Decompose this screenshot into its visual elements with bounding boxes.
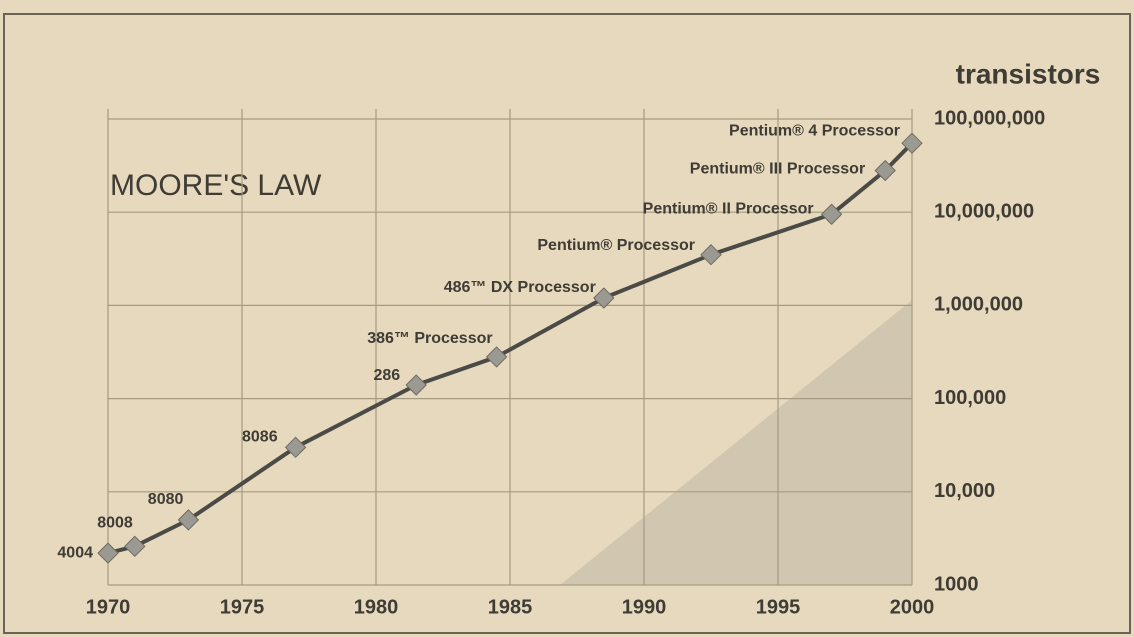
y-tick-label: 10,000 <box>934 480 995 502</box>
point-label: Pentium® III Processor <box>690 161 865 178</box>
x-tick-label: 1985 <box>488 596 533 618</box>
chart: MOORE'S LAW transistors 1000 10,000 100,00… <box>0 0 1134 637</box>
y-tick-label: 10,000,000 <box>934 200 1034 222</box>
page: MOORE'S LAW transistors 1000 10,000 100,00… <box>0 0 1134 637</box>
x-tick-label: 1990 <box>622 596 667 618</box>
point-label: 8080 <box>148 491 184 508</box>
y-tick-label: 100,000 <box>934 387 1006 409</box>
point-label: Pentium® II Processor <box>643 200 814 217</box>
y-tick-label: 100,000,000 <box>934 107 1045 129</box>
point-label: 386™ Processor <box>367 330 492 347</box>
point-label: 4004 <box>57 544 93 561</box>
x-tick-label: 2000 <box>890 596 935 618</box>
x-tick-label: 1975 <box>220 596 265 618</box>
point-label: Pentium® 4 Processor <box>729 122 900 139</box>
point-label: 8008 <box>97 515 133 532</box>
y-axis-label: transistors <box>956 58 1101 89</box>
x-tick-label: 1970 <box>86 596 131 618</box>
chart-title: MOORE'S LAW <box>110 169 322 202</box>
y-tick-label: 1000 <box>934 573 979 595</box>
x-tick-label: 1980 <box>354 596 399 618</box>
point-label: Pentium® Processor <box>537 237 695 254</box>
y-tick-label: 1,000,000 <box>934 294 1023 316</box>
point-label: 8086 <box>242 429 278 446</box>
point-label: 486™ DX Processor <box>444 279 596 296</box>
point-label: 286 <box>373 367 400 384</box>
x-tick-label: 1995 <box>756 596 801 618</box>
